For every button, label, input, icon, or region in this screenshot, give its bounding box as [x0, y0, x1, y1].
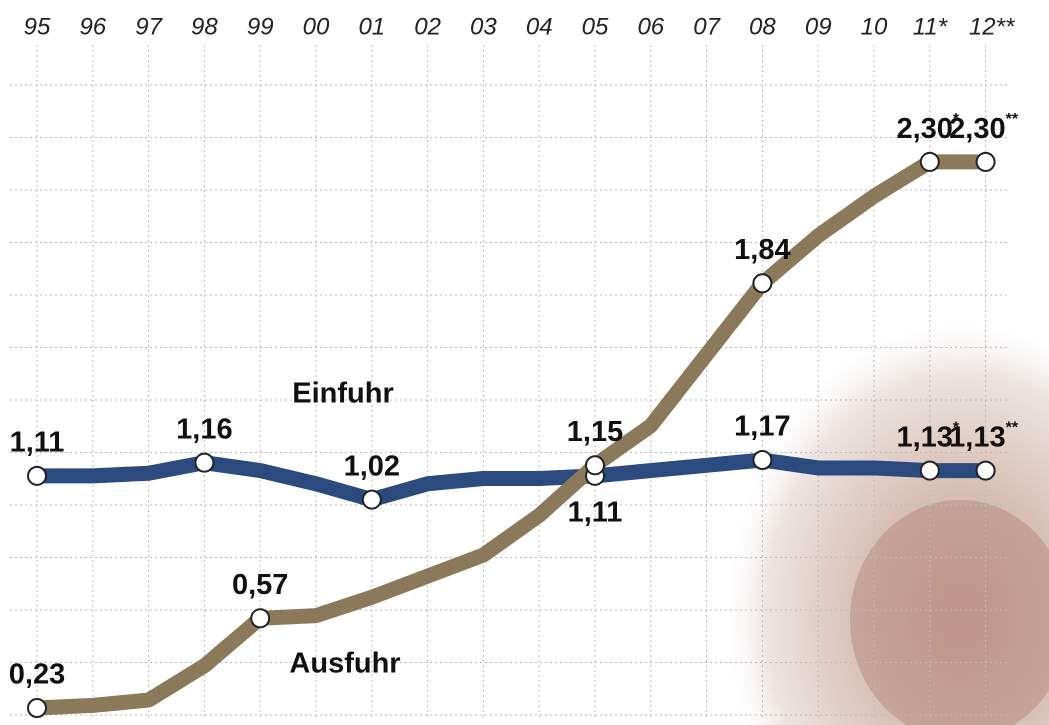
x-tick-label: 00 — [303, 13, 330, 40]
series-label: Einfuhr — [292, 378, 394, 410]
data-label: 0,57 — [232, 569, 288, 601]
x-tick-label: 99 — [247, 13, 274, 40]
data-point — [919, 460, 940, 481]
data-point — [194, 452, 215, 473]
data-label: 1,84 — [734, 234, 790, 266]
x-tick-label: 02 — [414, 13, 441, 40]
data-label: 1,11 — [10, 427, 65, 459]
data-point — [250, 608, 271, 629]
x-tick-label: 09 — [805, 13, 832, 40]
data-point — [919, 151, 940, 172]
x-tick-label: 04 — [526, 13, 553, 40]
data-point — [752, 450, 773, 471]
x-tick-label: 97 — [135, 13, 163, 40]
x-tick-label: 12** — [969, 13, 1015, 40]
data-label: 1,02 — [344, 450, 400, 482]
data-point — [361, 489, 382, 510]
series-line — [29, 154, 994, 716]
data-label: 1,13* — [896, 420, 959, 453]
x-tick-label: 11* — [913, 13, 948, 40]
x-tick-label: 07 — [693, 13, 721, 40]
x-tick-label: 01 — [358, 13, 385, 40]
x-tick-label: 08 — [749, 13, 776, 40]
data-label: 1,13** — [949, 420, 1019, 453]
data-point — [27, 698, 47, 718]
data-label: 1,11 — [568, 497, 623, 529]
data-label: 1,17 — [734, 411, 790, 443]
series-label: Ausfuhr — [289, 648, 400, 680]
x-tick-label: 03 — [470, 13, 497, 40]
photo-detail — [850, 500, 1049, 725]
x-tick-label: 10 — [861, 13, 888, 40]
data-point — [585, 455, 605, 476]
data-label: 2,30** — [949, 111, 1019, 144]
x-tick-label: 96 — [79, 13, 106, 40]
grid — [10, 45, 1010, 720]
data-label: 2,30* — [896, 111, 959, 144]
data-label: 0,23 — [9, 659, 65, 691]
x-tick-label: 95 — [24, 13, 51, 40]
data-label: 1,16 — [176, 413, 232, 445]
x-tick-label: 05 — [582, 13, 609, 40]
data-point — [752, 273, 773, 294]
data-label: 1,15 — [567, 416, 623, 448]
data-point — [975, 460, 996, 481]
x-tick-label: 98 — [191, 13, 218, 40]
x-tick-label: 06 — [637, 13, 664, 40]
plot: 1,11 1,16 1,02 1,11 1,17 1,13*1,13** 0,23 0,57 1… — [9, 111, 1019, 718]
data-point — [27, 465, 47, 486]
data-point — [975, 151, 996, 172]
